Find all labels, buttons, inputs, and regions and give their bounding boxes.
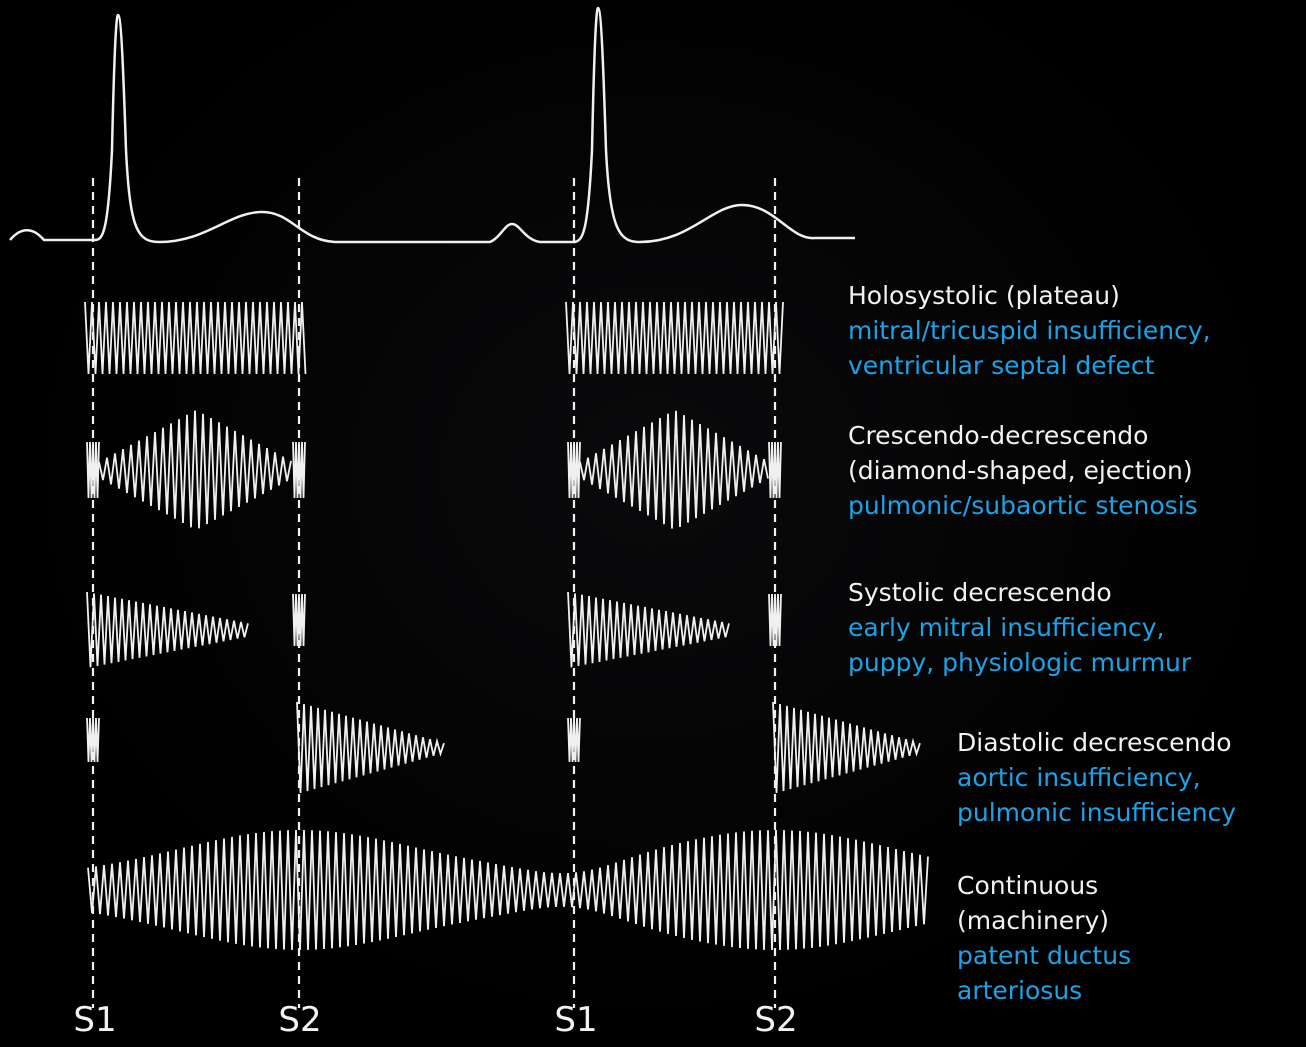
legend-description: early mitral insufficiency,	[848, 613, 1165, 642]
diastolic-decrescendo-waveform	[772, 701, 921, 794]
legend-description: arteriosus	[957, 976, 1083, 1005]
heart-sound-burst	[567, 441, 581, 499]
crescendo-decrescendo-waveform	[579, 410, 769, 529]
legend-systolic-decrescendo: Systolic decrescendo early mitral insuff…	[848, 575, 1191, 680]
heart-sound-burst	[768, 441, 782, 499]
legend-diastolic-decrescendo: Diastolic decrescendo aortic insufficien…	[957, 725, 1236, 830]
heart-sound-label: S1	[73, 1000, 117, 1040]
diastolic-decrescendo-waveform	[296, 701, 445, 794]
legend-holosystolic: Holosystolic (plateau) mitral/tricuspid …	[848, 278, 1211, 383]
heart-sound-burst	[292, 441, 306, 499]
legend-description: ventricular septal defect	[848, 351, 1155, 380]
continuous-murmur-waveform	[87, 829, 929, 951]
holosystolic-waveform	[84, 301, 307, 375]
systolic-decrescendo-waveform	[86, 591, 249, 668]
legend-continuous: Continuous (machinery) patent ductus art…	[957, 868, 1131, 1008]
systolic-decrescendo-waveform	[567, 591, 730, 668]
heart-sound-burst	[86, 441, 100, 499]
legend-description: patent ductus	[957, 941, 1132, 970]
ecg-line	[9, 6, 855, 244]
heart-sound-burst	[292, 593, 306, 647]
legend-description: pulmonic insufficiency	[957, 798, 1237, 827]
legend-heading: (machinery)	[957, 906, 1110, 935]
heart-sound-burst	[768, 593, 782, 647]
legend-description: aortic insufficiency,	[957, 763, 1201, 792]
legend-description: pulmonic/subaortic stenosis	[848, 491, 1198, 520]
crescendo-decrescendo-waveform	[98, 410, 292, 529]
legend-heading: Holosystolic (plateau)	[848, 281, 1120, 310]
legend-heading: Continuous	[957, 871, 1099, 900]
legend-crescendo-decrescendo: Crescendo-decrescendo (diamond-shaped, e…	[848, 418, 1198, 523]
heart-sound-burst	[86, 717, 100, 763]
heart-sound-label: S2	[754, 1000, 798, 1040]
legend-heading: (diamond-shaped, ejection)	[848, 456, 1193, 485]
holosystolic-waveform	[565, 301, 784, 375]
legend-description: puppy, physiologic murmur	[848, 648, 1192, 677]
heart-sound-burst	[567, 717, 581, 763]
murmur-waveforms	[84, 301, 929, 951]
legend-description: mitral/tricuspid insufficiency,	[848, 316, 1211, 345]
ecg-trace	[9, 6, 855, 244]
heart-sound-label: S2	[278, 1000, 322, 1040]
legend-heading: Crescendo-decrescendo	[848, 421, 1149, 450]
heart-sound-label: S1	[554, 1000, 598, 1040]
legend-heading: Systolic decrescendo	[848, 578, 1112, 607]
legend-heading: Diastolic decrescendo	[957, 728, 1232, 757]
